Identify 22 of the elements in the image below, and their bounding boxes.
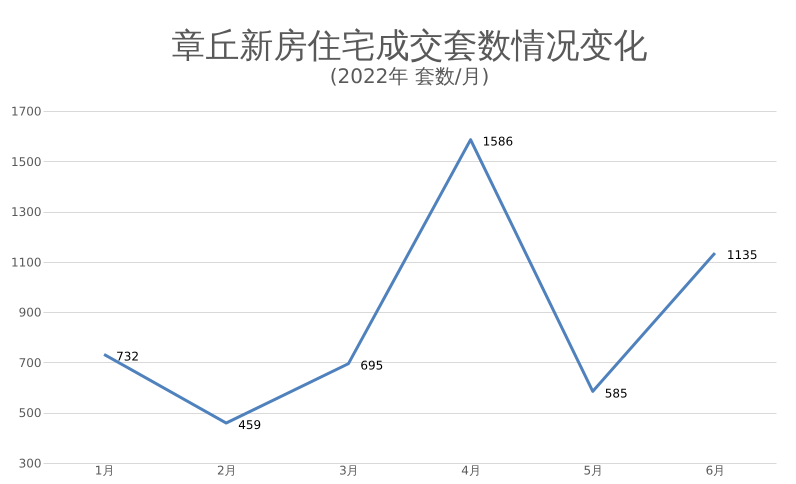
chart-title: 章丘新房住宅成交套数情况变化 — [172, 26, 648, 66]
data-label: 585 — [604, 386, 628, 400]
x-tick-label: 4月 — [461, 464, 481, 478]
data-label: 459 — [238, 418, 262, 432]
x-tick-label: 3月 — [339, 464, 359, 478]
data-label: 732 — [116, 349, 139, 364]
y-tick-label: 700 — [18, 356, 42, 370]
x-tick-label: 2月 — [216, 464, 237, 478]
y-tick-label: 1700 — [10, 104, 42, 118]
y-tick-label: 1500 — [10, 154, 42, 169]
y-tick-label: 300 — [18, 456, 42, 470]
x-tick-label: 1月 — [94, 464, 114, 478]
y-tick-label: 1300 — [10, 205, 42, 220]
y-tick-label: 500 — [18, 406, 42, 420]
data-label: 1135 — [726, 248, 758, 262]
x-tick-label: 5月 — [583, 464, 604, 478]
y-tick-label: 900 — [18, 306, 42, 320]
y-tick-label: 1100 — [10, 255, 42, 270]
chart-subtitle: (2022年 套数/月) — [330, 64, 490, 88]
x-tick-label: 6月 — [706, 464, 726, 478]
data-label: 695 — [360, 358, 384, 373]
data-label: 1586 — [482, 134, 514, 149]
